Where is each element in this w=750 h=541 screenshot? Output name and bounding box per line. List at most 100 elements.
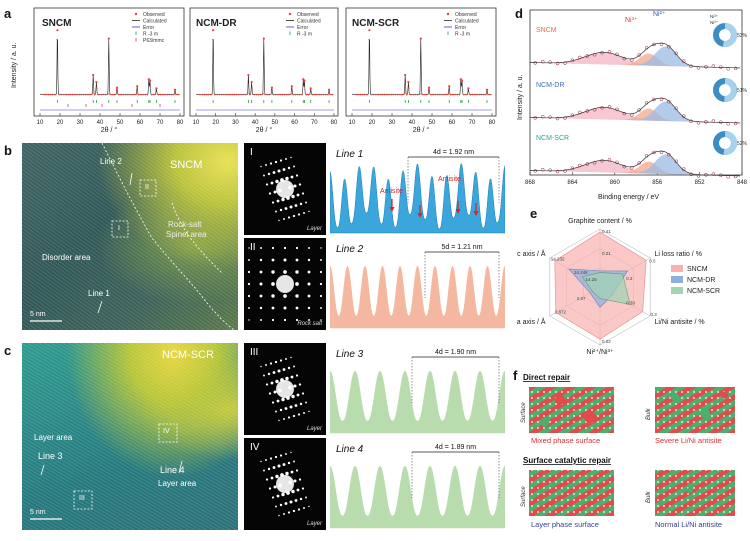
- observed-point: [104, 93, 107, 96]
- tem-label: IV: [163, 428, 170, 435]
- fft-spot: [259, 270, 263, 274]
- radar-axis-label: Ni²⁺/Ni³⁺: [586, 349, 614, 356]
- fft-spot: [265, 478, 269, 481]
- xps-tick-label: 860: [610, 180, 621, 186]
- xps-tick-label: 852: [695, 180, 706, 186]
- fft-spot: [276, 494, 280, 498]
- xps-point: [533, 169, 538, 173]
- observed-point: [480, 93, 483, 96]
- tem-image-ncm-scr: NCM-SCR IV Layer area Line 3 Line 4 III …: [22, 343, 238, 530]
- xps-point: [570, 113, 575, 117]
- observed-point: [253, 93, 255, 96]
- observed-point: [168, 93, 171, 96]
- xps-point: [578, 55, 582, 60]
- xrd-ylabel: Intensity / a. u.: [11, 42, 18, 88]
- xrd-subplot-ncm-dr: NCM-DR 10 20 30 40 50 60 70 80 2θ / ° ObservedCal…: [189, 7, 339, 134]
- observed-point: [324, 93, 327, 96]
- xps-point: [637, 161, 641, 165]
- fft-spot: [274, 455, 278, 459]
- fft-spot: [272, 371, 276, 374]
- observed-point: [272, 93, 275, 96]
- ni3-label: Ni³⁺: [625, 17, 638, 24]
- observed-point: [298, 93, 301, 96]
- xrd-title: NCM-DR: [196, 18, 237, 29]
- observed-point: [449, 93, 452, 96]
- radar-tick-label: 0.3: [626, 276, 633, 281]
- xrd-tick-label: 80: [177, 120, 184, 126]
- antisite-label: Antisite: [438, 176, 461, 183]
- fft-spot: [287, 216, 291, 219]
- observed-point: [93, 93, 96, 96]
- radar-axis-label: c axis / Å: [517, 249, 546, 258]
- xps-point: [704, 173, 708, 177]
- distance-label: 4d = 1.89 nm: [435, 444, 476, 451]
- observed-point: [377, 93, 379, 96]
- fft-spot: [283, 218, 285, 220]
- fft-spot: [277, 369, 281, 373]
- xps-point: [637, 108, 641, 112]
- observed-point: [142, 93, 144, 96]
- xps-sample-label: NCM-SCR: [536, 135, 569, 142]
- scale-bar-label: 5 nm: [30, 311, 46, 318]
- fft-spot: [272, 171, 276, 174]
- radar-axis-label: Li loss ratio / %: [654, 251, 701, 258]
- observed-point: [257, 93, 260, 96]
- antisite-label: Antisite: [380, 188, 403, 195]
- observed-point: [266, 93, 268, 96]
- fft-spot: [290, 470, 294, 474]
- fft-spot: [285, 176, 289, 181]
- xrd-tick-label: 50: [429, 120, 436, 126]
- fft-spot: [290, 356, 292, 359]
- xps-point: [674, 159, 679, 164]
- radar-tick-label: 0.39: [626, 300, 635, 305]
- legend-marker: [446, 12, 450, 16]
- observed-point: [205, 93, 208, 96]
- fft-spot: [273, 390, 277, 394]
- observed-point: [218, 93, 221, 96]
- observed-point: [259, 93, 262, 96]
- observed-point: [173, 88, 177, 91]
- fft-spot: [259, 282, 263, 286]
- observed-point: [67, 93, 69, 96]
- fft-spot: [295, 294, 299, 298]
- fft-spot: [271, 201, 275, 204]
- tem-label: II: [145, 184, 149, 191]
- fft-spot: [269, 162, 273, 165]
- fft-spot: [292, 414, 296, 418]
- fft-spot: [248, 307, 250, 309]
- panel-label-c: c: [4, 343, 12, 358]
- fft-spot: [281, 397, 285, 402]
- legend-label: Calculated: [297, 19, 321, 25]
- fft-spots: [247, 246, 323, 322]
- xps-point: [622, 56, 627, 61]
- fft-number: III: [250, 347, 259, 358]
- xps-point: [719, 173, 723, 177]
- fft-spot: [289, 205, 293, 209]
- tem-label: Spinel area: [166, 230, 207, 239]
- fft-spot: [301, 192, 305, 195]
- fft-spot: [260, 247, 262, 249]
- profile-line-1: Line 1 4d = 1.92 nm Antisite Antisite: [330, 143, 505, 235]
- fft-spot: [287, 416, 291, 419]
- fft-spot: [289, 405, 293, 409]
- observed-point: [410, 93, 412, 96]
- fft-spot: [271, 401, 275, 404]
- observed-point: [320, 93, 323, 96]
- observed-point: [166, 93, 168, 96]
- observed-point: [392, 93, 395, 96]
- fft-spot: [291, 489, 295, 494]
- observed-point: [250, 80, 253, 84]
- fft-spot: [298, 383, 302, 386]
- xps-point: [681, 59, 686, 63]
- radar-legend-label: NCM-SCR: [687, 288, 720, 295]
- xps-point: [711, 119, 716, 123]
- fft-spot: [285, 453, 287, 455]
- fft-number: II: [250, 242, 256, 253]
- xps-point: [548, 168, 552, 172]
- observed-point: [229, 93, 232, 96]
- observed-point: [262, 92, 264, 95]
- observed-point: [364, 93, 366, 96]
- fft-spot: [267, 372, 271, 376]
- fft-spot: [308, 319, 310, 321]
- xps-xlabel: Binding energy / eV: [598, 194, 659, 201]
